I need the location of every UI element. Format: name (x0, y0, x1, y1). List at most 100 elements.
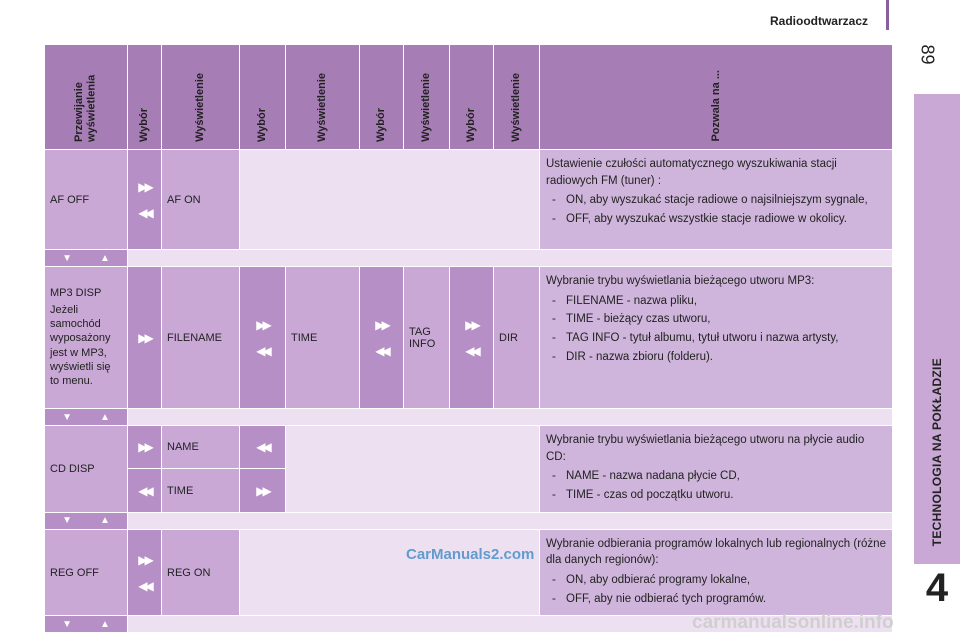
reg-arrows: ▶▶ ◀◀ (127, 528, 162, 617)
nav-arrows: ▼ ▲ (44, 615, 128, 634)
up-triangle-icon: ▲ (100, 515, 110, 527)
rewind-icon: ◀◀ (375, 343, 390, 358)
cd-label: CD DISP (44, 425, 128, 513)
up-triangle-icon: ▲ (100, 252, 110, 264)
table-row-reg: REG OFF ▶▶ ◀◀ REG ON Wybranie odbierania… (44, 528, 893, 617)
fast-forward-icon: ▶▶ (138, 440, 153, 455)
reg-description: Wybranie odbierania programów lokalnych … (539, 528, 893, 617)
header-rule (886, 0, 889, 30)
mp3-arrows-2: ▶▶ ◀◀ (239, 266, 286, 409)
mp3-option-filename: FILENAME (161, 266, 240, 409)
down-triangle-icon: ▼ (62, 515, 72, 527)
mp3-arrows-3: ▶▶ ◀◀ (359, 266, 404, 409)
list-item: ON, aby wyszukać stacje radiowe o najsil… (546, 192, 886, 209)
cd-option-time: TIME (161, 468, 240, 513)
list-item: FILENAME - nazwa pliku, (546, 293, 886, 310)
side-tab (914, 94, 960, 564)
col-header-label: Wybór (375, 107, 388, 142)
mp3-desc-intro: Wybranie trybu wyświetlania bieżącego ut… (546, 275, 815, 287)
table-row-cd-a: CD DISP ▶▶ NAME ◀◀ Wybranie trybu wyświe… (44, 424, 893, 513)
empty-cell (127, 511, 893, 530)
mp3-description: Wybranie trybu wyświetlania bieżącego ut… (539, 266, 893, 409)
down-triangle-icon: ▼ (62, 411, 72, 423)
cd-option-name: NAME (161, 424, 240, 470)
reg-label: REG OFF (44, 528, 128, 617)
chapter-number: 4 (925, 566, 949, 610)
col-header-label: Pozwala na ... (709, 70, 722, 142)
cd-description: Wybranie trybu wyświetlania bieżącego ut… (539, 425, 893, 513)
col-header-label: Wyświetlenie (316, 73, 329, 142)
fast-forward-icon: ▶▶ (138, 330, 153, 345)
rewind-icon: ◀◀ (256, 343, 271, 358)
menu-table: Przewijanie wyświetlenia Wybór Wyświetle… (44, 44, 893, 634)
list-item: TIME - bieżący czas utworu, (546, 311, 886, 328)
col-header-select-1: Wybór (127, 44, 162, 150)
down-triangle-icon: ▼ (62, 252, 72, 264)
col-header-display-4: Wyświetlenie (493, 44, 540, 150)
list-item: TAG INFO - tytuł albumu, tytuł utworu i … (546, 330, 886, 347)
table-row-cd-b: ◀◀ TIME ▶▶ (45, 468, 893, 513)
mp3-option-time: TIME (285, 266, 360, 409)
table-row-mp3: MP3 DISP Jeżeli samochód wyposażony jest… (44, 266, 893, 409)
af-option-on: AF ON (161, 149, 240, 250)
af-desc-list: ON, aby wyszukać stacje radiowe o najsil… (546, 192, 886, 227)
watermark-top: CarManuals2.com (406, 546, 535, 563)
empty-cell (239, 528, 540, 617)
af-label: AF OFF (44, 149, 128, 250)
empty-cell (239, 149, 540, 250)
col-header-label: Wyświetlenie (194, 73, 207, 142)
nav-arrows: ▼ ▲ (44, 408, 128, 426)
list-item: TIME - czas od początku utworu. (546, 487, 886, 504)
watermark-bottom: carmanualsonline.info (692, 612, 894, 633)
col-header-select-4: Wybór (449, 44, 494, 150)
col-header-allows: Pozwala na ... (539, 44, 893, 150)
reg-desc-intro: Wybranie odbierania programów lokalnych … (546, 537, 886, 567)
reg-desc-list: ON, aby odbierać programy lokalne, OFF, … (546, 572, 886, 607)
header-row: Przewijanie wyświetlenia Wybór Wyświetle… (44, 44, 893, 150)
empty-cell (127, 615, 893, 634)
empty-cell (127, 408, 893, 426)
list-item: OFF, aby nie odbierać tych programów. (546, 591, 886, 608)
col-header-label: Wybór (138, 107, 151, 142)
page-number: 89 (917, 44, 938, 65)
mp3-arrows-4: ▶▶ ◀◀ (449, 266, 494, 409)
col-header-label: Wyświetlenie (420, 73, 433, 142)
mp3-arrows-1: ▶▶ (127, 266, 162, 409)
col-header-select-3: Wybór (359, 44, 404, 150)
mp3-desc-list: FILENAME - nazwa pliku, TIME - bieżący c… (546, 293, 886, 366)
list-item: DIR - nazwa zbioru (folderu). (546, 349, 886, 366)
nav-row: ▼ ▲ (44, 615, 893, 634)
nav-arrows: ▼ ▲ (44, 249, 128, 267)
fast-forward-icon: ▶▶ (375, 317, 390, 332)
cd-desc-intro: Wybranie trybu wyświetlania bieżącego ut… (546, 434, 865, 463)
mp3-label-cell: MP3 DISP Jeżeli samochód wyposażony jest… (44, 266, 128, 409)
col-header-label: Wyświetlenie (510, 73, 523, 142)
section-title: Radioodtwarzacz (769, 14, 868, 28)
fast-forward-icon: ▶▶ (138, 552, 153, 567)
cd-arrows-2a: ◀◀ (239, 424, 286, 470)
table-row-af: AF OFF ▶▶ ◀◀ AF ON Ustawienie czułości a… (44, 149, 893, 250)
list-item: OFF, aby wyszukać wszystkie stacje radio… (546, 211, 886, 228)
af-arrows: ▶▶ ◀◀ (127, 149, 162, 250)
col-header-scroll-label: Przewijanie wyświetlenia (73, 74, 98, 142)
col-header-display-1: Wyświetlenie (161, 44, 240, 150)
rewind-icon: ◀◀ (138, 483, 153, 498)
cd-arrows-1a: ▶▶ (127, 424, 162, 470)
down-triangle-icon: ▼ (62, 618, 72, 630)
empty-cell (285, 425, 540, 513)
up-triangle-icon: ▲ (100, 411, 110, 423)
list-item: ON, aby odbierać programy lokalne, (546, 572, 886, 589)
cd-arrows-2b: ▶▶ (239, 468, 286, 513)
up-triangle-icon: ▲ (100, 618, 110, 630)
mp3-option-tag-info: TAG INFO (403, 266, 450, 409)
col-header-label: Wybór (256, 107, 269, 142)
col-header-scroll: Przewijanie wyświetlenia (44, 44, 128, 150)
empty-cell (127, 249, 893, 267)
af-desc-intro: Ustawienie czułości automatycznego wyszu… (546, 158, 837, 187)
af-description: Ustawienie czułości automatycznego wyszu… (539, 149, 893, 250)
col-header-select-2: Wybór (239, 44, 286, 150)
side-tab-label: TECHNOLOGIA NA POKŁADZIE (930, 357, 944, 546)
mp3-label: MP3 DISP (50, 286, 102, 299)
rewind-icon: ◀◀ (138, 578, 153, 593)
nav-row: ▼ ▲ (44, 511, 893, 530)
